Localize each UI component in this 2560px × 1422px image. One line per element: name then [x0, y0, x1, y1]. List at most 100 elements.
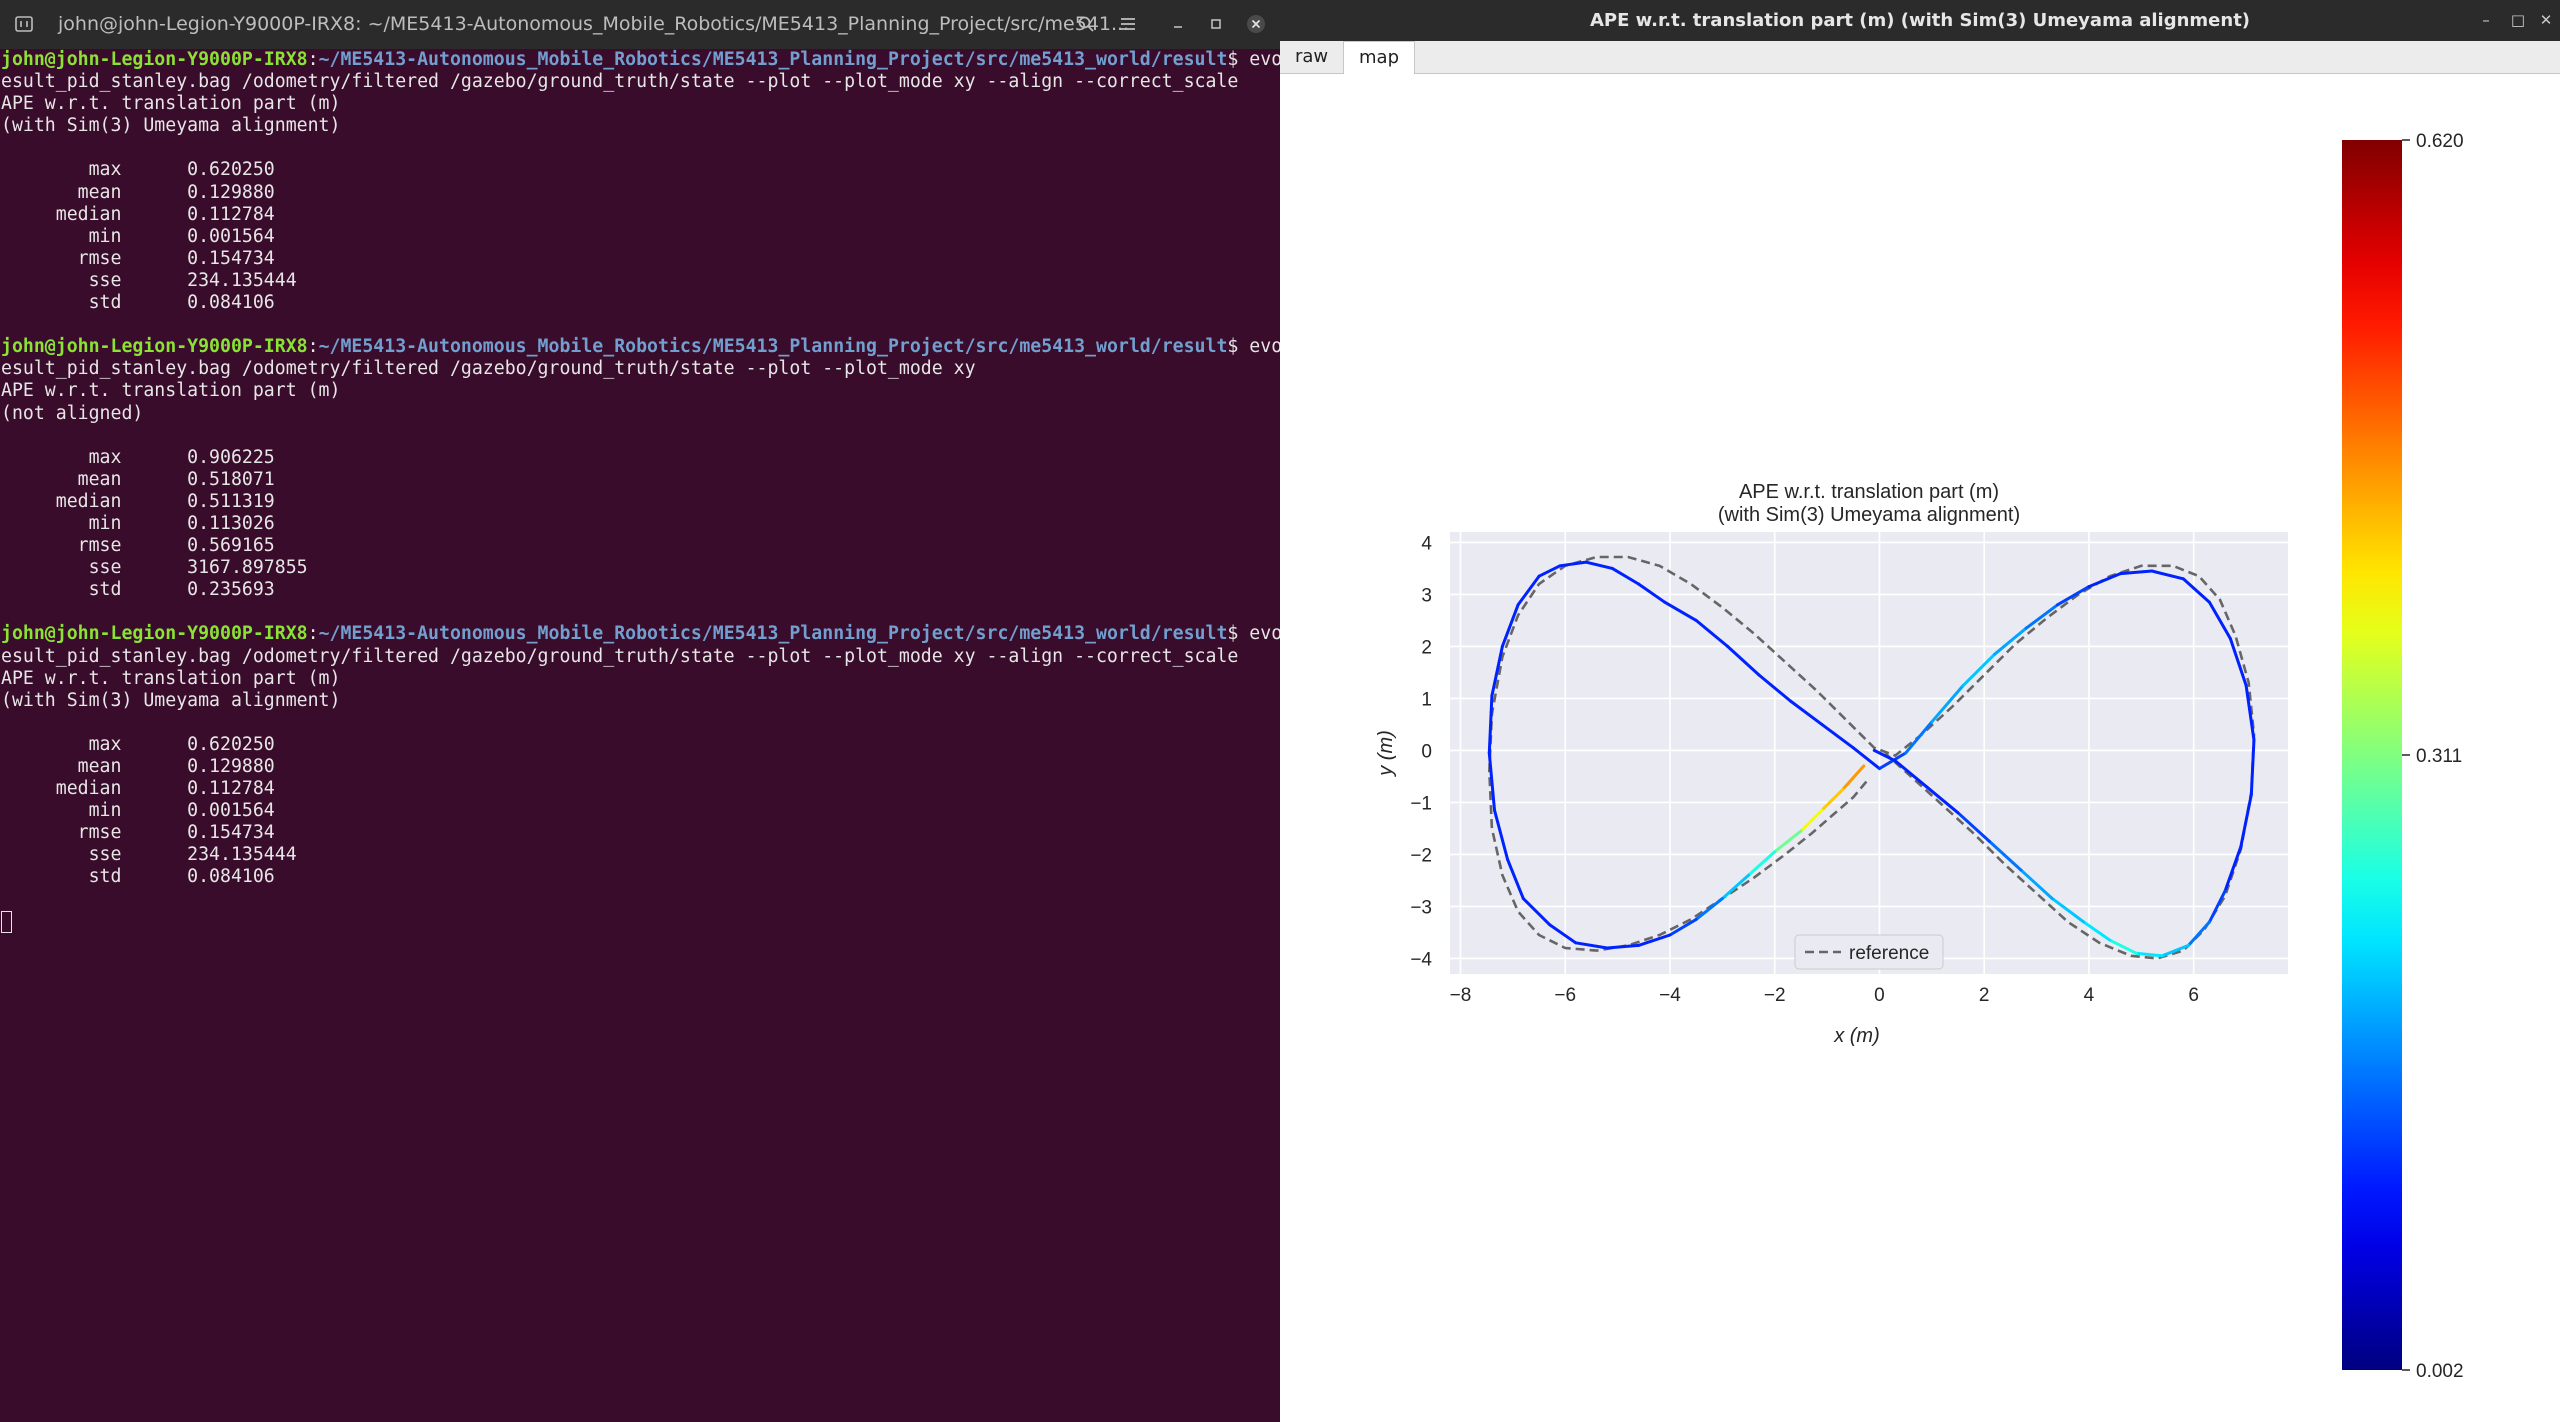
- y-tick-label: −4: [1410, 949, 1432, 970]
- y-axis-label: y (m): [1375, 730, 1397, 778]
- prompt-path: ~/ME5413-Autonomous_Mobile_Robotics/ME54…: [318, 336, 1228, 358]
- terminal-cursor: [1, 910, 12, 933]
- trajectory-segment: [1820, 787, 1845, 812]
- trajectory-segment: [1757, 673, 1792, 703]
- tab-map[interactable]: map: [1343, 41, 1415, 74]
- trajectory-segment: [1487, 751, 1497, 812]
- trajectory-segment: [1610, 566, 1641, 586]
- terminal-output[interactable]: john@john-Legion-Y9000P-IRX8:~/ME5413-Au…: [0, 49, 1392, 1422]
- tab-bar: raw map: [1280, 41, 2560, 74]
- maximize-icon[interactable]: □: [2510, 11, 2526, 29]
- trajectory-segment: [2223, 845, 2243, 893]
- trajectory-segment: [2024, 603, 2060, 630]
- trajectory-segment: [1904, 720, 1934, 755]
- hamburger-menu-icon[interactable]: [1112, 10, 1144, 38]
- trajectory-segment: [1893, 759, 1929, 789]
- maximize-icon[interactable]: [1200, 10, 1232, 38]
- trajectory-chart: −8 −6 −4 −2 0 2 4 6 4 3 2 1 0 −1 −2 −3 −4 APE w.r.t. tran…: [1375, 131, 2464, 1382]
- close-icon[interactable]: [1240, 10, 1272, 38]
- terminal-text: john@john-Legion-Y9000P-IRX8:~/ME5413-Au…: [0, 49, 1392, 933]
- legend-box: [1794, 934, 1944, 970]
- x-tick-label: −2: [1764, 985, 1786, 1006]
- colorbar: [2342, 140, 2402, 1370]
- plot-figure: −8 −6 −4 −2 0 2 4 6 4 3 2 1 0 −1 −2 −3 −4 APE w.r.t. tran…: [1280, 74, 2560, 1422]
- x-tick-label: 2: [1979, 985, 1990, 1006]
- trajectory-segment: [2108, 938, 2138, 955]
- trajectory-segment: [2207, 889, 2227, 924]
- trajectory-segment: [1668, 917, 1698, 937]
- trajectory-segment: [1605, 943, 1641, 950]
- trajectory-segment: [2019, 868, 2054, 901]
- trajectory-segment: [1694, 618, 1730, 648]
- trajectory-segment: [2056, 585, 2091, 607]
- trajectory-segment: [2050, 897, 2086, 924]
- trajectory-segment: [1956, 811, 1991, 843]
- plot-titlebar: APE w.r.t. translation part (m) (with Si…: [1280, 0, 2560, 41]
- trajectory-segment: [2249, 738, 2256, 797]
- minimize-icon[interactable]: [1162, 10, 1194, 38]
- prompt-user: john@john-Legion-Y9000P-IRX8: [1, 336, 308, 358]
- trajectory-segment: [2228, 637, 2248, 687]
- new-tab-icon[interactable]: [8, 10, 40, 38]
- y-tick-label: −2: [1410, 845, 1432, 866]
- trajectory-segment: [2244, 683, 2256, 742]
- trajectory-segment: [1993, 626, 2028, 656]
- trajectory-segment: [1490, 644, 1504, 698]
- trajectory-segment: [1516, 574, 1541, 607]
- x-tick-label: −6: [1554, 985, 1576, 1006]
- plot-window: APE w.r.t. translation part (m) (with Si…: [1280, 0, 2560, 1422]
- minimize-icon[interactable]: –: [2482, 11, 2490, 29]
- trajectory-segment: [1694, 897, 1724, 921]
- trajectory-segment: [1521, 897, 1552, 927]
- trajectory-segment: [1487, 694, 1494, 755]
- search-icon[interactable]: [1070, 10, 1102, 38]
- trajectory-segment: [1872, 748, 1897, 763]
- y-tick-label: −3: [1410, 897, 1432, 918]
- trajectory-segment: [1637, 582, 1667, 604]
- trajectory-segment: [1584, 560, 1614, 570]
- colorbar-tick-label: 0.620: [2416, 131, 2464, 152]
- y-tick-label: 2: [1421, 637, 1432, 658]
- x-tick-label: 0: [1874, 985, 1885, 1006]
- colorbar-tick-label: 0.002: [2416, 1361, 2464, 1382]
- trajectory-segment: [2082, 920, 2112, 942]
- trajectory-segment: [1841, 764, 1866, 791]
- y-tick-label: 1: [1421, 689, 1432, 710]
- x-tick-label: −4: [1659, 985, 1681, 1006]
- y-tick-label: 0: [1421, 741, 1432, 762]
- prompt-user: john@john-Legion-Y9000P-IRX8: [1, 623, 308, 645]
- prompt-path: ~/ME5413-Autonomous_Mobile_Robotics/ME54…: [318, 623, 1228, 645]
- tab-raw[interactable]: raw: [1295, 46, 1329, 67]
- trajectory-segment: [1493, 808, 1510, 862]
- trajectory-segment: [2118, 569, 2154, 576]
- trajectory-segment: [1548, 923, 1578, 945]
- trajectory-segment: [2186, 920, 2211, 947]
- trajectory-segment: [1930, 683, 1965, 724]
- trajectory-segment: [1799, 808, 1824, 833]
- trajectory-segment: [1726, 644, 1761, 677]
- terminal-window: john@john-Legion-Y9000P-IRX8: ~/ME5413-A…: [0, 0, 1392, 1422]
- x-axis-label: x (m): [1833, 1025, 1880, 1047]
- trajectory-segment: [2181, 577, 2211, 604]
- trajectory-segment: [2207, 600, 2232, 641]
- y-tick-label: 3: [1421, 585, 1432, 606]
- trajectory-segment: [2239, 793, 2253, 849]
- x-tick-label: 6: [2188, 985, 2199, 1006]
- prompt-user: john@john-Legion-Y9000P-IRX8: [1, 49, 308, 70]
- colorbar-tick-label: 0.311: [2416, 746, 2462, 767]
- prompt-path: ~/ME5413-Autonomous_Mobile_Robotics/ME54…: [318, 49, 1228, 70]
- y-tick-label: −1: [1410, 793, 1432, 814]
- trajectory-segment: [1574, 941, 1609, 950]
- x-tick-label: 4: [2084, 985, 2095, 1006]
- trajectory-segment: [1500, 603, 1520, 648]
- trajectory-segment: [1637, 933, 1672, 947]
- trajectory-segment: [2160, 943, 2190, 958]
- trajectory-segment: [1851, 746, 1881, 771]
- trajectory-segment: [1788, 699, 1824, 726]
- trajectory-segment: [1663, 600, 1698, 622]
- close-icon[interactable]: ✕: [2539, 11, 2553, 29]
- trajectory-segment: [1558, 560, 1588, 568]
- trajectory-segment: [2087, 572, 2122, 589]
- terminal-title: john@john-Legion-Y9000P-IRX8: ~/ME5413-A…: [58, 13, 1130, 35]
- trajectory-segment: [1961, 652, 1997, 687]
